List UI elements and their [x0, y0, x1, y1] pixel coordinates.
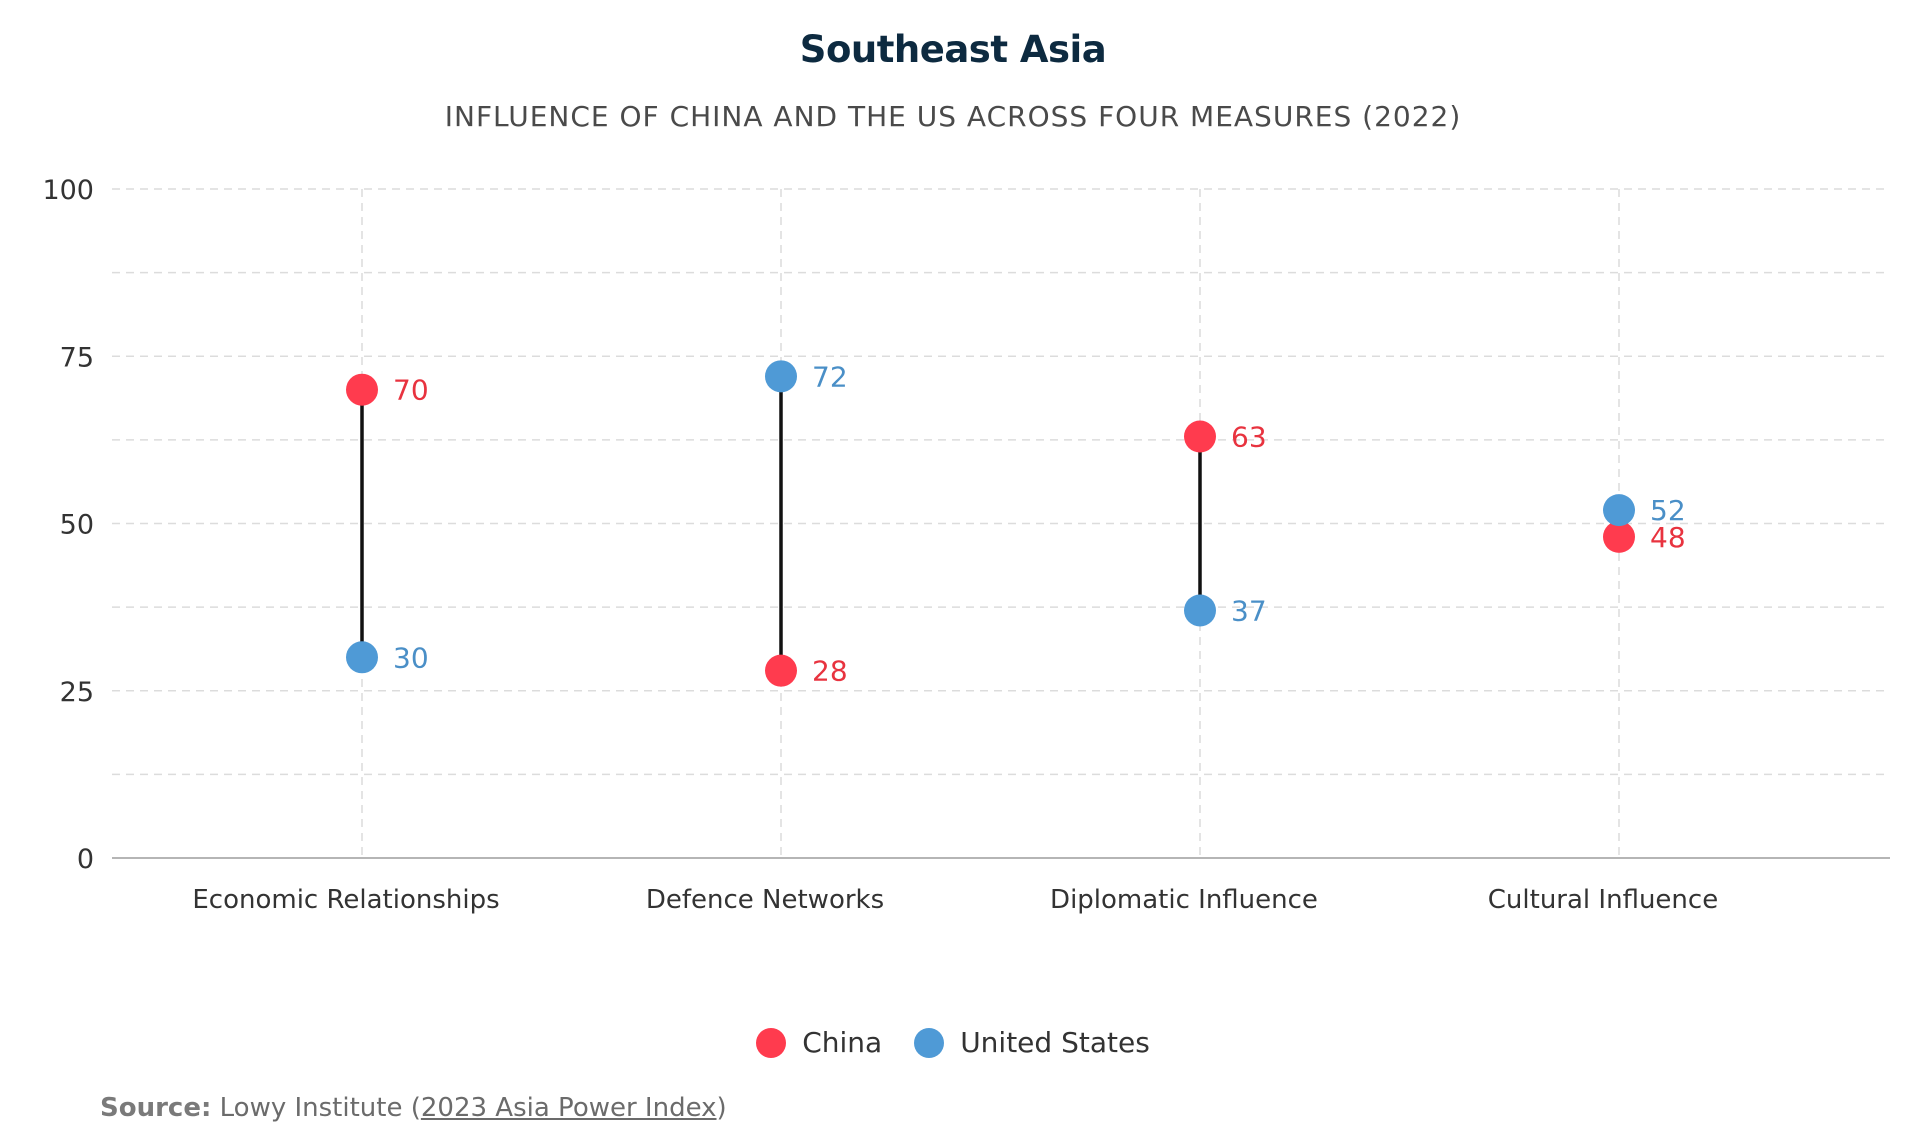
data-label-united-states: 72 [812, 360, 848, 393]
data-point-china [765, 654, 797, 687]
y-tick-label: 0 [77, 844, 94, 875]
data-point-china [346, 373, 378, 406]
data-label-china: 70 [393, 374, 429, 407]
data-label-china: 28 [812, 655, 848, 688]
legend-china-marker-icon [756, 1027, 787, 1058]
source-text: Lowy Institute ( [219, 1093, 421, 1123]
source-link[interactable]: 2023 Asia Power Index [420, 1093, 717, 1123]
legend-united-states-label: United States [960, 1026, 1150, 1059]
chart-subtitle: INFLUENCE OF CHINA AND THE US ACROSS FOU… [444, 100, 1462, 133]
axis-layer: 0 25 50 75 100 Economic Relationships Defence … [42, 175, 1890, 915]
grid-layer [112, 188, 1890, 858]
data-point-china [1184, 420, 1216, 453]
x-category-label: Cultural Influence [1488, 885, 1718, 915]
y-tick-label: 25 [60, 677, 94, 708]
source-label: Source: [100, 1093, 212, 1123]
point-layer [346, 360, 1635, 687]
label-layer: 70 28 63 48 30 72 37 52 [393, 360, 1686, 687]
legend-item-china[interactable]: China [756, 1026, 882, 1059]
x-category-label: Economic Relationships [192, 885, 499, 915]
y-tick-label: 50 [60, 510, 94, 541]
data-point-united-states [1603, 494, 1635, 527]
source-note: Source: Lowy Institute (2023 Asia Power … [100, 1093, 727, 1123]
data-label-united-states: 52 [1650, 494, 1686, 527]
data-point-united-states [346, 641, 378, 674]
data-label-china: 48 [1650, 521, 1686, 554]
data-point-china [1603, 520, 1635, 553]
data-point-united-states [1184, 594, 1216, 627]
legend: China United States [0, 1026, 1906, 1059]
legend-china-label: China [802, 1026, 883, 1059]
data-point-united-states [765, 360, 797, 393]
source-text-end: ) [716, 1093, 727, 1123]
legend-united-states-marker-icon [914, 1027, 945, 1058]
x-category-label: Diplomatic Influence [1050, 885, 1318, 915]
x-category-label: Defence Networks [646, 885, 884, 915]
data-label-china: 63 [1231, 421, 1267, 454]
y-tick-label: 100 [42, 175, 94, 206]
data-label-united-states: 37 [1231, 594, 1267, 627]
data-label-united-states: 30 [393, 641, 429, 674]
y-tick-label: 75 [60, 342, 94, 373]
chart-title: Southeast Asia [799, 28, 1107, 71]
legend-item-united-states[interactable]: United States [914, 1026, 1150, 1059]
